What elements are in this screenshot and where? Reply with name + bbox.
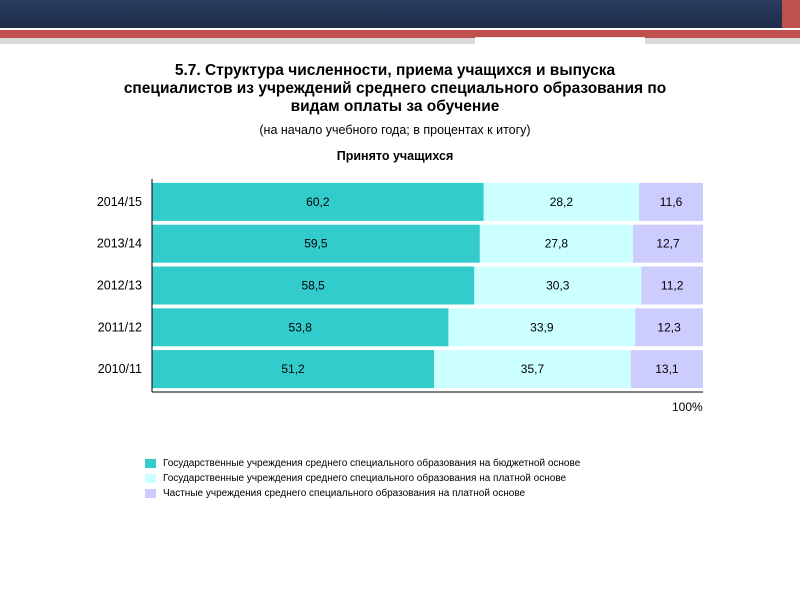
- bar-segment: [152, 224, 480, 263]
- legend: Государственные учреждения среднего спец…: [145, 456, 580, 501]
- header-red-band: [0, 30, 800, 38]
- bar-segment: [448, 308, 636, 347]
- chart-title: Принято учащихся: [336, 149, 454, 163]
- bar-segment: [152, 308, 449, 347]
- legend-item: Государственные учреждения среднего спец…: [145, 456, 580, 471]
- data-label: 60,2: [306, 195, 330, 209]
- data-label: 51,2: [281, 362, 305, 376]
- data-label: 27,8: [545, 237, 569, 251]
- category-label: 2014/15: [97, 195, 142, 209]
- data-label: 33,9: [530, 320, 554, 334]
- bar-segment: [474, 266, 642, 305]
- bar-segment: [635, 308, 703, 347]
- legend-item: Государственные учреждения среднего спец…: [145, 471, 580, 486]
- category-label: 2012/13: [97, 279, 142, 293]
- data-label: 59,5: [304, 237, 328, 251]
- data-label: 11,2: [661, 279, 684, 293]
- bar-segment: [641, 266, 703, 305]
- bar-segment: [152, 266, 475, 305]
- bar-segment: [434, 350, 631, 389]
- category-label: 2010/11: [98, 362, 142, 376]
- bar-segment: [479, 224, 634, 263]
- slide-title: 5.7. Структура численности, приема учащи…: [123, 62, 667, 115]
- bar-segment: [152, 182, 484, 221]
- slide-subtitle: (на начало учебного года; в процентах к …: [259, 123, 531, 137]
- bar-segment: [152, 350, 435, 389]
- legend-swatch: [145, 489, 156, 498]
- legend-swatch: [145, 474, 156, 483]
- data-label: 11,6: [660, 195, 683, 209]
- bar-segment: [483, 182, 640, 221]
- bar-segment: [639, 182, 703, 221]
- legend-label: Частные учреждения среднего специального…: [163, 488, 526, 499]
- legend-label: Государственные учреждения среднего спец…: [163, 473, 567, 484]
- data-label: 30,3: [546, 279, 570, 293]
- legend-label: Государственные учреждения среднего спец…: [163, 458, 581, 469]
- legend-swatch: [145, 459, 156, 468]
- bar-segment: [630, 350, 703, 389]
- header-accent: [782, 0, 800, 28]
- legend-item: Частные учреждения среднего специального…: [145, 486, 580, 501]
- data-label: 12,7: [656, 237, 680, 251]
- data-label: 58,5: [301, 279, 325, 293]
- category-label: 2013/14: [97, 237, 142, 251]
- data-label: 13,1: [655, 362, 679, 376]
- data-label: 53,8: [289, 320, 313, 334]
- header-bar: [0, 0, 800, 28]
- data-label: 28,2: [550, 195, 574, 209]
- bar-segment: [633, 224, 703, 263]
- category-label: 2011/12: [98, 320, 142, 334]
- axis-end-label: 100%: [672, 400, 703, 414]
- header-notch: [475, 37, 645, 52]
- data-label: 35,7: [521, 362, 545, 376]
- header-grey-band: [0, 38, 800, 44]
- data-label: 12,3: [657, 320, 681, 334]
